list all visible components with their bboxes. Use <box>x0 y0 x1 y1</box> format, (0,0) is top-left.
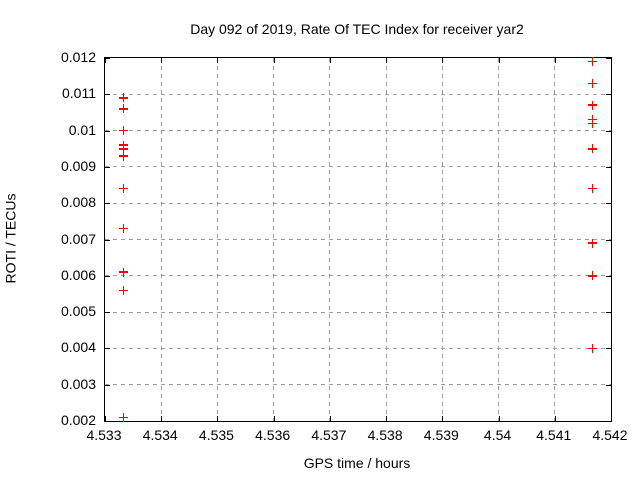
x-tick-mark <box>442 58 444 63</box>
x-tick-mark <box>161 58 163 63</box>
data-point-marker <box>587 343 597 353</box>
y-tick-mark <box>606 130 611 132</box>
x-tick-label: 4.542 <box>592 427 628 443</box>
data-point-marker <box>587 78 597 88</box>
x-tick-mark <box>498 416 500 421</box>
x-axis-label: GPS time / hours <box>303 455 411 471</box>
y-tick-label: 0.01 <box>68 121 96 138</box>
data-point-marker <box>119 412 129 422</box>
y-tick-mark <box>606 421 611 422</box>
y-tick-label: 0.011 <box>62 85 96 102</box>
chart-title: Day 092 of 2019, Rate Of TEC Index for r… <box>190 21 524 37</box>
y-tick-label: 0.004 <box>60 339 96 356</box>
y-tick-label: 0.005 <box>60 303 96 320</box>
x-tick-label: 4.533 <box>86 427 122 443</box>
data-point-marker <box>119 224 129 234</box>
y-tick-mark <box>606 166 611 168</box>
y-tick-mark <box>606 312 611 314</box>
y-tick-mark <box>606 275 611 277</box>
y-tick-label: 0.003 <box>60 375 96 392</box>
y-tick-mark <box>105 348 110 350</box>
data-point-marker <box>587 118 597 128</box>
y-tick-mark <box>105 384 110 386</box>
x-tick-mark <box>161 416 163 421</box>
x-tick-mark <box>217 58 219 63</box>
x-tick-mark <box>273 58 275 63</box>
data-point-marker <box>587 100 597 110</box>
x-tick-mark <box>498 58 500 63</box>
x-tick-mark <box>386 58 388 63</box>
y-tick-mark <box>606 203 611 205</box>
tick-marks-layer <box>105 58 612 422</box>
data-point-marker <box>119 184 129 194</box>
y-tick-label: 0.009 <box>60 157 96 174</box>
y-tick-mark <box>105 421 110 422</box>
horizontal-gridline <box>105 275 611 277</box>
horizontal-gridline <box>105 311 611 313</box>
x-tick-label: 4.534 <box>142 427 178 443</box>
x-tick-label: 4.535 <box>198 427 234 443</box>
x-tick-label: 4.54 <box>483 427 512 443</box>
data-points-layer <box>105 57 611 422</box>
data-point-marker <box>119 93 129 103</box>
horizontal-gridline <box>105 239 611 240</box>
data-point-marker <box>587 144 597 154</box>
x-tick-mark <box>386 416 388 421</box>
y-tick-mark <box>105 58 110 59</box>
x-tick-mark <box>329 416 331 421</box>
data-point-marker <box>587 271 597 281</box>
data-point-marker <box>587 184 597 194</box>
horizontal-gridline <box>105 93 611 95</box>
y-tick-mark <box>105 203 110 205</box>
horizontal-gridline <box>105 202 611 204</box>
data-point-marker <box>119 126 129 136</box>
y-tick-mark <box>606 239 611 241</box>
plot-area <box>104 57 612 422</box>
x-tick-label: 4.539 <box>423 427 459 443</box>
y-tick-label: 0.008 <box>60 194 96 211</box>
y-tick-label: 0.006 <box>60 266 96 283</box>
y-tick-mark <box>105 239 110 241</box>
x-tick-mark <box>611 416 612 421</box>
y-tick-label: 0.002 <box>60 412 96 428</box>
x-tick-mark <box>273 416 275 421</box>
y-tick-mark <box>105 94 110 96</box>
horizontal-gridline <box>105 347 611 349</box>
x-tick-mark <box>442 416 444 421</box>
y-tick-mark <box>606 384 611 386</box>
y-tick-mark <box>105 130 110 132</box>
horizontal-gridline <box>105 130 611 132</box>
gridlines-layer <box>105 58 611 421</box>
x-tick-mark <box>554 58 556 63</box>
x-tick-label: 4.537 <box>311 427 347 443</box>
data-point-marker <box>119 285 129 295</box>
y-tick-label: 0.007 <box>60 230 96 247</box>
data-point-marker <box>587 238 597 248</box>
data-point-marker <box>119 144 129 154</box>
x-tick-mark <box>329 58 331 63</box>
x-tick-mark <box>611 58 612 63</box>
horizontal-gridline <box>105 384 611 386</box>
data-point-marker <box>119 104 129 114</box>
x-tick-label: 4.538 <box>367 427 403 443</box>
x-tick-mark <box>217 416 219 421</box>
y-tick-mark <box>105 166 110 168</box>
data-point-marker <box>119 267 129 277</box>
x-tick-mark <box>105 416 106 421</box>
y-tick-mark <box>606 58 611 59</box>
x-tick-mark <box>105 58 106 63</box>
data-point-marker <box>119 151 129 161</box>
x-tick-label: 4.536 <box>255 427 291 443</box>
y-tick-mark <box>105 312 110 314</box>
data-point-marker <box>587 57 597 67</box>
y-tick-mark <box>105 275 110 277</box>
y-tick-mark <box>606 94 611 96</box>
x-tick-label: 4.541 <box>536 427 572 443</box>
y-tick-mark <box>606 348 611 350</box>
horizontal-gridline <box>105 166 611 168</box>
x-tick-mark <box>554 416 556 421</box>
y-tick-label: 0.012 <box>60 49 96 65</box>
